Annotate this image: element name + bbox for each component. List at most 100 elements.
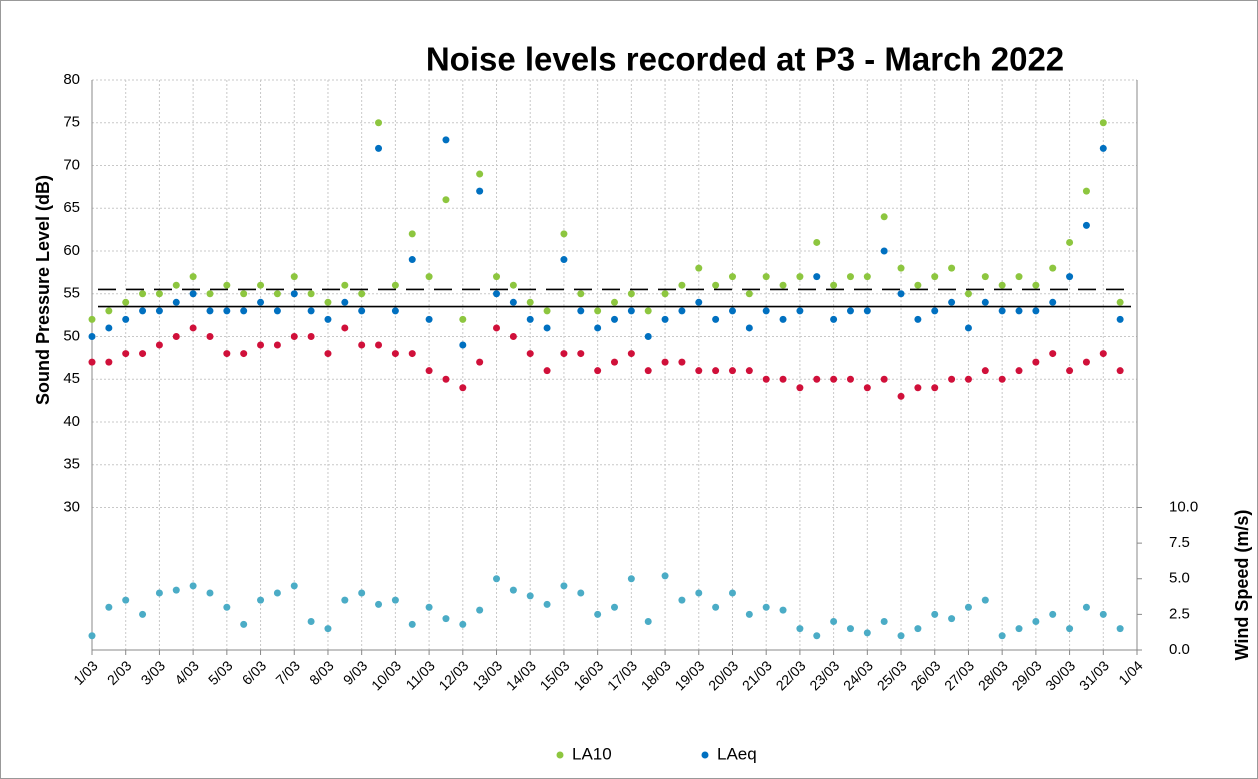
point (1099, 610, 1107, 618)
point (155, 307, 163, 315)
y2-tick-label: 10.0 (1169, 498, 1198, 515)
point (223, 603, 231, 611)
point (206, 589, 214, 597)
point (644, 332, 652, 340)
legend-marker (701, 751, 709, 759)
point (88, 332, 96, 340)
point (728, 589, 736, 597)
point (998, 375, 1006, 383)
point (678, 281, 686, 289)
point (745, 610, 753, 618)
point (139, 290, 147, 298)
point (88, 358, 96, 366)
y-tick-label: 50 (63, 327, 80, 344)
point (611, 315, 618, 323)
point (981, 273, 989, 281)
point (543, 367, 551, 375)
point (779, 375, 787, 383)
point (139, 307, 147, 315)
point (796, 273, 804, 281)
y-axis-title: Sound Pressure Level (dB) (33, 175, 53, 405)
point (1066, 273, 1074, 281)
point (172, 281, 180, 289)
point (830, 618, 838, 625)
point (611, 298, 618, 306)
point (408, 256, 416, 264)
y-tick-label: 60 (63, 242, 80, 259)
point (476, 187, 484, 195)
point (779, 315, 787, 323)
point (223, 281, 231, 289)
point (560, 230, 568, 238)
point (1116, 367, 1124, 375)
y-tick-label: 35 (63, 456, 80, 473)
point (627, 290, 635, 298)
point (796, 625, 804, 633)
point (391, 596, 399, 604)
point (931, 273, 939, 281)
point (762, 273, 770, 281)
point (526, 298, 534, 306)
point (526, 592, 534, 600)
point (728, 307, 736, 315)
point (1032, 281, 1040, 289)
point (1049, 350, 1057, 358)
point (425, 273, 433, 281)
point (290, 273, 298, 281)
point (189, 582, 197, 590)
point (476, 170, 484, 178)
point (240, 350, 248, 358)
point (1015, 273, 1023, 281)
point (897, 264, 905, 272)
point (459, 620, 467, 628)
point (493, 290, 501, 298)
point (358, 307, 366, 315)
point (914, 315, 922, 323)
point (594, 610, 602, 618)
point (661, 358, 669, 366)
point (577, 307, 585, 315)
chart-title: Noise levels recorded at P3 - March 2022 (426, 41, 1064, 78)
point (1066, 367, 1074, 375)
point (257, 298, 265, 306)
point (1082, 221, 1090, 229)
point (493, 575, 501, 583)
point (526, 315, 534, 323)
y-tick-label: 45 (63, 370, 80, 387)
point (914, 625, 922, 633)
point (240, 620, 248, 628)
point (762, 307, 770, 315)
point (172, 332, 180, 340)
point (577, 350, 585, 358)
point (408, 230, 416, 238)
point (1049, 610, 1057, 618)
point (745, 367, 753, 375)
point (931, 384, 939, 392)
point (223, 350, 231, 358)
point (172, 586, 180, 594)
point (948, 298, 956, 306)
point (1082, 187, 1090, 195)
point (509, 332, 517, 340)
point (981, 367, 989, 375)
point (324, 315, 332, 323)
point (830, 375, 838, 383)
point (762, 603, 770, 611)
point (105, 603, 113, 611)
point (712, 281, 720, 289)
point (122, 298, 130, 306)
point (1082, 358, 1090, 366)
point (560, 350, 568, 358)
point (358, 290, 366, 298)
point (964, 324, 972, 332)
point (341, 596, 349, 604)
point (1099, 144, 1107, 152)
point (493, 273, 501, 281)
legend-marker (556, 751, 564, 759)
point (644, 367, 652, 375)
point (796, 384, 804, 392)
point (830, 315, 838, 323)
point (863, 629, 871, 637)
point (307, 332, 315, 340)
